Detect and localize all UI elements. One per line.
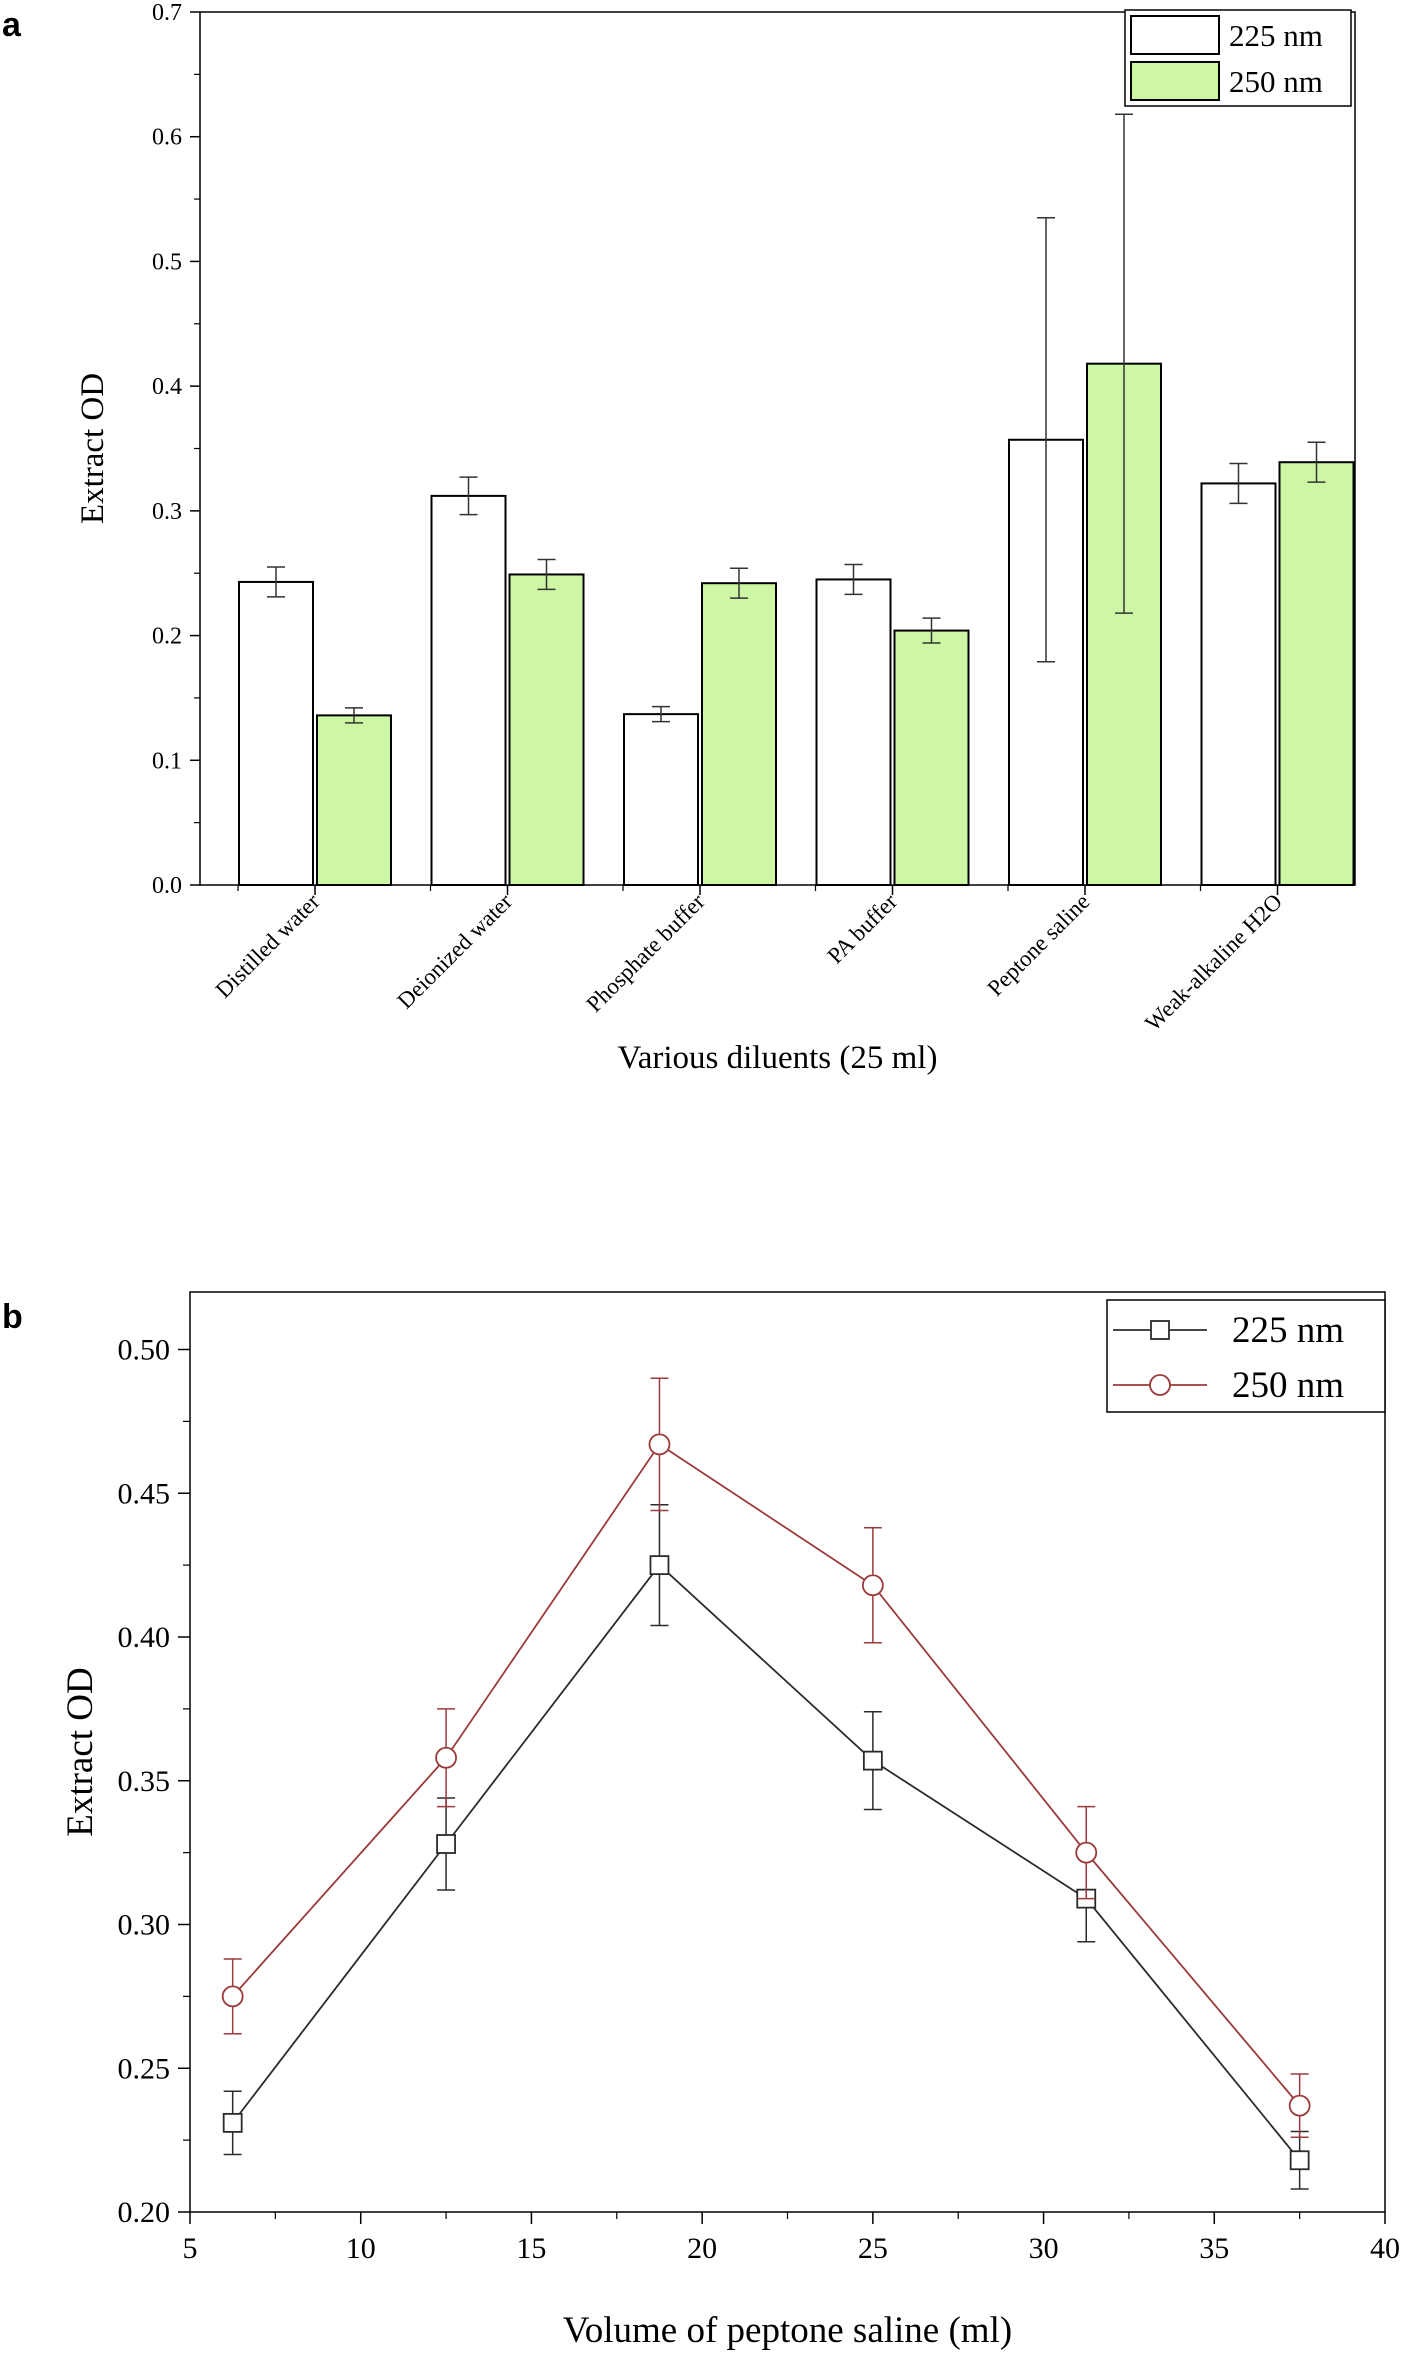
x-category-label: Phosphate buffer	[581, 889, 709, 1017]
x-category-label: Distilled water	[211, 889, 325, 1003]
y-tick-label: 0.40	[118, 1621, 171, 1654]
data-point	[648, 1433, 671, 1456]
y-tick-label: 0.35	[118, 1765, 171, 1798]
legend-label: 225 nm	[1229, 18, 1323, 53]
data-point	[649, 1555, 670, 1576]
y-tick-label: 0.50	[118, 1334, 171, 1367]
y-tick-label: 0.2	[152, 624, 182, 650]
bar	[1200, 482, 1277, 886]
x-tick-label: 20	[687, 2232, 717, 2265]
y-tick-label: 0.45	[118, 1477, 171, 1510]
y-tick-label: 0.5	[152, 249, 182, 275]
x-tick-label: 35	[1199, 2232, 1229, 2265]
legend-swatch	[1130, 15, 1220, 55]
y-tick-label: 0.3	[152, 499, 182, 525]
bar	[701, 582, 777, 886]
bar	[430, 494, 507, 886]
panel-b: b 0.20 0.25 0.30 0.35 0.40 0.45 0.50 5 10 15 20 25 3…	[0, 1180, 1409, 2362]
legend-label: 250 nm	[1232, 1365, 1344, 1406]
bar-chart-a: 0.0 0.1 0.2 0.3 0.4 0.5 0.6 0.7 Distilled water D…	[75, 0, 1356, 1076]
data-point	[1288, 2094, 1311, 2117]
panel-b-letter: b	[2, 1298, 23, 1336]
x-category-label: PA buffer	[822, 889, 902, 969]
y-tick-label: 0.4	[152, 374, 182, 400]
data-point	[435, 1746, 457, 1769]
legend-marker	[1150, 1320, 1170, 1340]
legend-swatch	[1130, 61, 1220, 101]
bar	[623, 713, 699, 886]
bar	[508, 573, 585, 886]
bar	[815, 578, 892, 886]
y-tick-label: 0.7	[152, 0, 182, 26]
data-point	[862, 1750, 883, 1771]
data-point	[1075, 1841, 1098, 1864]
legend-label: 250 nm	[1229, 64, 1323, 99]
x-axis-label: Various diluents (25 ml)	[618, 1040, 938, 1076]
bar	[316, 714, 392, 886]
y-tick-label: 0.6	[152, 125, 182, 151]
legend-label: 225 nm	[1232, 1310, 1344, 1351]
x-axis-label: Volume of peptone saline (ml)	[563, 2310, 1012, 2351]
y-tick-label: 0.30	[118, 1909, 171, 1942]
series-line	[232, 1443, 1301, 2107]
x-tick-label: 40	[1370, 2232, 1400, 2265]
series-line	[231, 1563, 1301, 2161]
x-category-label: Peptone saline	[982, 889, 1094, 1001]
y-axis-label: Extract OD	[75, 373, 111, 524]
data-point	[1289, 2150, 1310, 2171]
data-point	[221, 1985, 244, 2008]
panel-a-letter: a	[2, 6, 21, 44]
x-tick-label: 15	[516, 2232, 546, 2265]
x-category-label: Weak-alkaline H2O	[1140, 889, 1287, 1036]
x-tick-label: 10	[346, 2232, 376, 2265]
x-tick-label: 5	[183, 2232, 198, 2265]
data-point	[222, 2112, 243, 2133]
line-chart-b: 0.20 0.25 0.30 0.35 0.40 0.45 0.50 5 10 15 20 25 30 3…	[60, 1291, 1400, 2351]
panel-a: a 0.0 0.1 0.2 0.3 0.4 0.5 0.6 0.7 Distilled wate…	[0, 0, 1409, 1180]
bar	[1278, 461, 1355, 886]
plot-frame	[189, 1291, 1386, 2213]
y-tick-label: 0.20	[118, 2196, 171, 2229]
x-category-label: Deionized water	[392, 889, 517, 1014]
x-tick-label: 25	[858, 2232, 888, 2265]
bar	[238, 580, 314, 886]
y-axis-label: Extract OD	[60, 1667, 101, 1837]
data-point	[436, 1834, 456, 1854]
y-tick-label: 0.0	[152, 873, 182, 899]
y-tick-label: 0.1	[152, 748, 182, 774]
data-point	[861, 1574, 884, 1597]
legend-marker	[1149, 1374, 1171, 1396]
x-tick-label: 30	[1029, 2232, 1059, 2265]
y-tick-label: 0.25	[118, 2052, 171, 2085]
bar	[893, 629, 970, 887]
